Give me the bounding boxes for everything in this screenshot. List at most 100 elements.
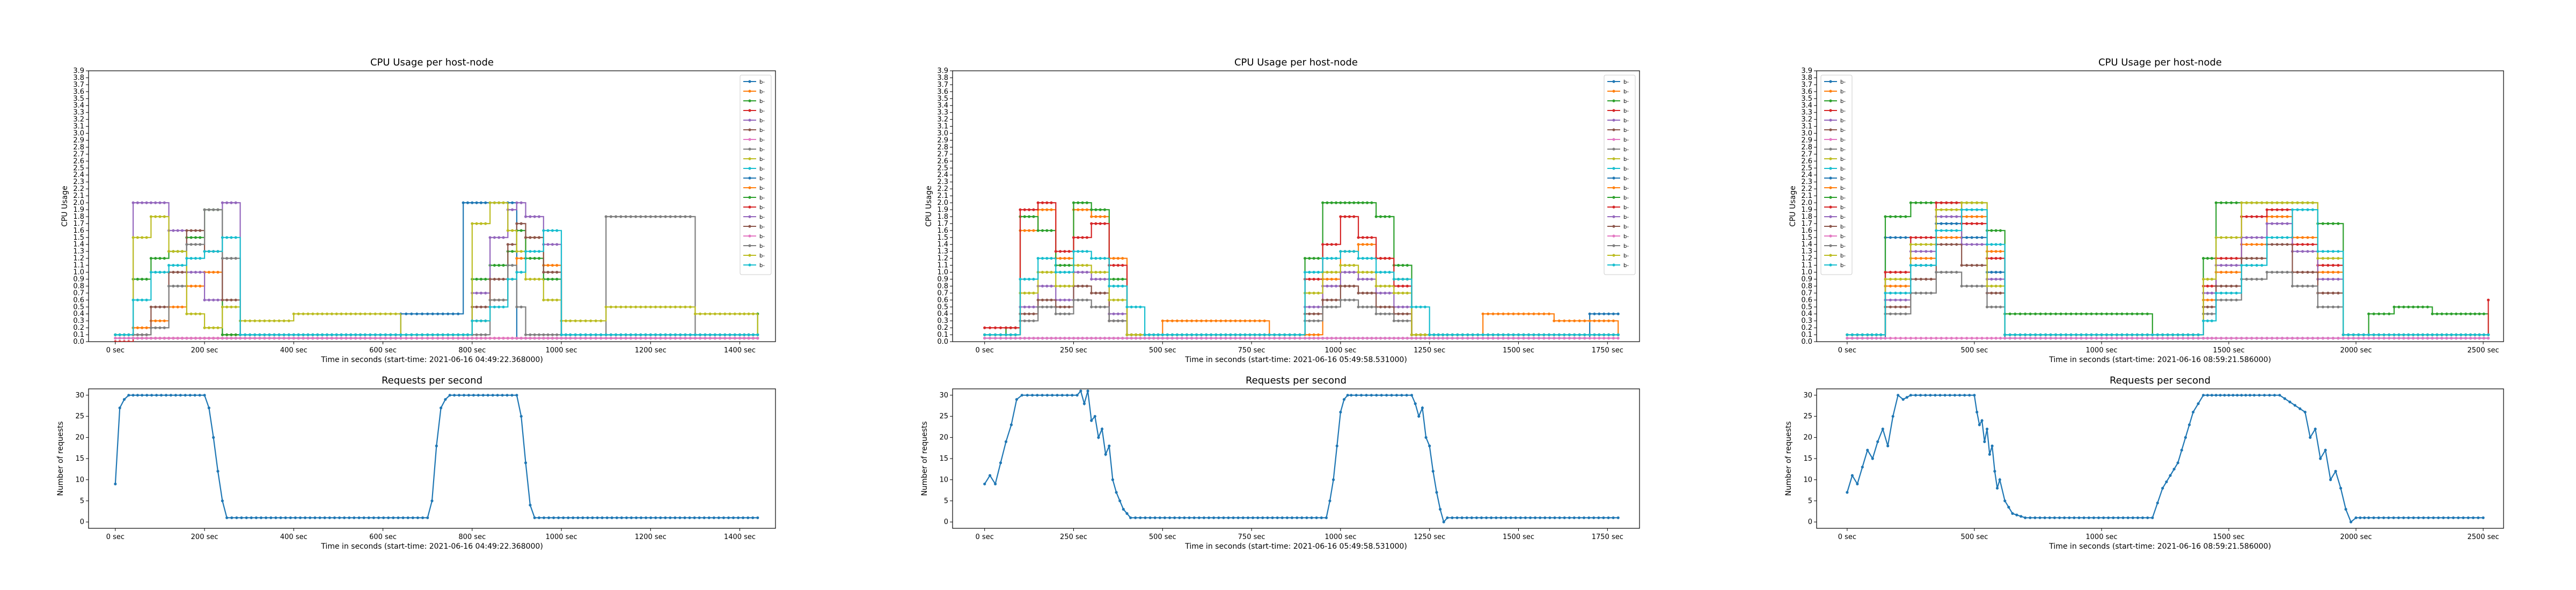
data-point (1527, 312, 1531, 315)
data-point (2417, 305, 2420, 308)
x-tick-label: 800 sec (458, 533, 486, 541)
data-point (488, 277, 492, 281)
data-point (212, 270, 215, 274)
data-point (1980, 336, 1984, 340)
legend-label: b- (1623, 263, 1629, 269)
data-point (1370, 201, 1373, 204)
data-point (2095, 336, 2098, 340)
y-tick-label: 1.9 (73, 206, 84, 214)
data-point (1014, 333, 1017, 336)
y-tick-label: 0.6 (937, 296, 948, 304)
data-point (2337, 222, 2340, 225)
data-point (634, 516, 638, 519)
data-point (2482, 333, 2485, 336)
data-point (491, 394, 494, 397)
data-point (1945, 336, 1948, 340)
data-point (1045, 229, 1049, 232)
data-point (2290, 208, 2294, 211)
legend-label: b- (1840, 244, 1846, 249)
data-point (1388, 291, 1391, 295)
data-point (1099, 222, 1102, 225)
data-point (742, 516, 745, 519)
data-point (2290, 336, 2294, 340)
data-point (1876, 440, 1879, 444)
data-point (358, 312, 362, 315)
data-point (1568, 336, 1571, 340)
data-point (1924, 201, 1928, 204)
legend-marker (748, 119, 751, 122)
data-point (2084, 312, 2088, 315)
data-point (1994, 277, 1997, 281)
data-point (1577, 516, 1580, 519)
data-point (1335, 257, 1338, 260)
legend-label: b- (759, 186, 765, 191)
data-point (555, 264, 559, 267)
y-tick-label: 2.4 (73, 171, 84, 179)
data-point (1432, 333, 1436, 336)
data-point (149, 270, 152, 274)
data-point (551, 333, 554, 336)
data-point (555, 333, 559, 336)
data-point (497, 236, 501, 239)
data-point (1178, 516, 1181, 519)
data-point (1940, 222, 1943, 225)
data-point (1059, 336, 1062, 340)
data-point (2271, 201, 2274, 204)
data-point (384, 336, 387, 340)
data-point (983, 482, 986, 485)
data-point (2065, 336, 2068, 340)
data-point (1899, 305, 1902, 308)
data-point (225, 305, 229, 308)
data-point (1168, 516, 1172, 519)
data-point (493, 264, 496, 267)
data-point (2230, 336, 2233, 340)
data-point (2166, 333, 2169, 336)
data-point (1352, 201, 1356, 204)
data-point (1054, 312, 1057, 315)
data-point (551, 270, 554, 274)
data-point (367, 516, 370, 519)
data-point (149, 215, 152, 218)
data-point (1330, 298, 1333, 301)
legend-marker (1829, 157, 1832, 160)
data-point (1894, 270, 1897, 274)
data-point (122, 340, 126, 342)
data-point (639, 336, 642, 340)
data-point (519, 257, 523, 260)
data-point (273, 319, 276, 322)
data-point (511, 264, 514, 267)
data-point (172, 336, 175, 340)
data-point (292, 312, 295, 315)
data-point (1856, 336, 1859, 340)
data-point (2372, 336, 2375, 340)
data-point (1370, 243, 1373, 246)
data-point (180, 250, 184, 253)
data-point (203, 298, 206, 301)
data-point (1339, 410, 1342, 414)
data-point (589, 333, 592, 336)
data-point (1583, 333, 1586, 336)
data-point (2230, 201, 2233, 204)
legend-marker (1612, 157, 1615, 160)
data-point (1451, 333, 1454, 336)
legend-marker (748, 167, 751, 170)
data-point (311, 312, 314, 315)
data-point (1950, 229, 1953, 232)
data-point (2161, 486, 2164, 490)
data-point (1316, 277, 1320, 281)
data-point (163, 326, 166, 329)
data-point (2097, 516, 2101, 519)
data-point (1945, 236, 1948, 239)
data-point (689, 333, 692, 336)
data-point (493, 298, 496, 301)
data-point (1476, 333, 1480, 336)
data-point (1246, 516, 1250, 519)
data-point (2245, 215, 2248, 218)
data-point (2161, 333, 2164, 336)
data-point (1414, 402, 1417, 405)
data-point (1471, 333, 1474, 336)
data-point (1099, 215, 1102, 218)
data-point (537, 516, 541, 519)
data-point (659, 333, 662, 336)
data-point (699, 312, 702, 315)
